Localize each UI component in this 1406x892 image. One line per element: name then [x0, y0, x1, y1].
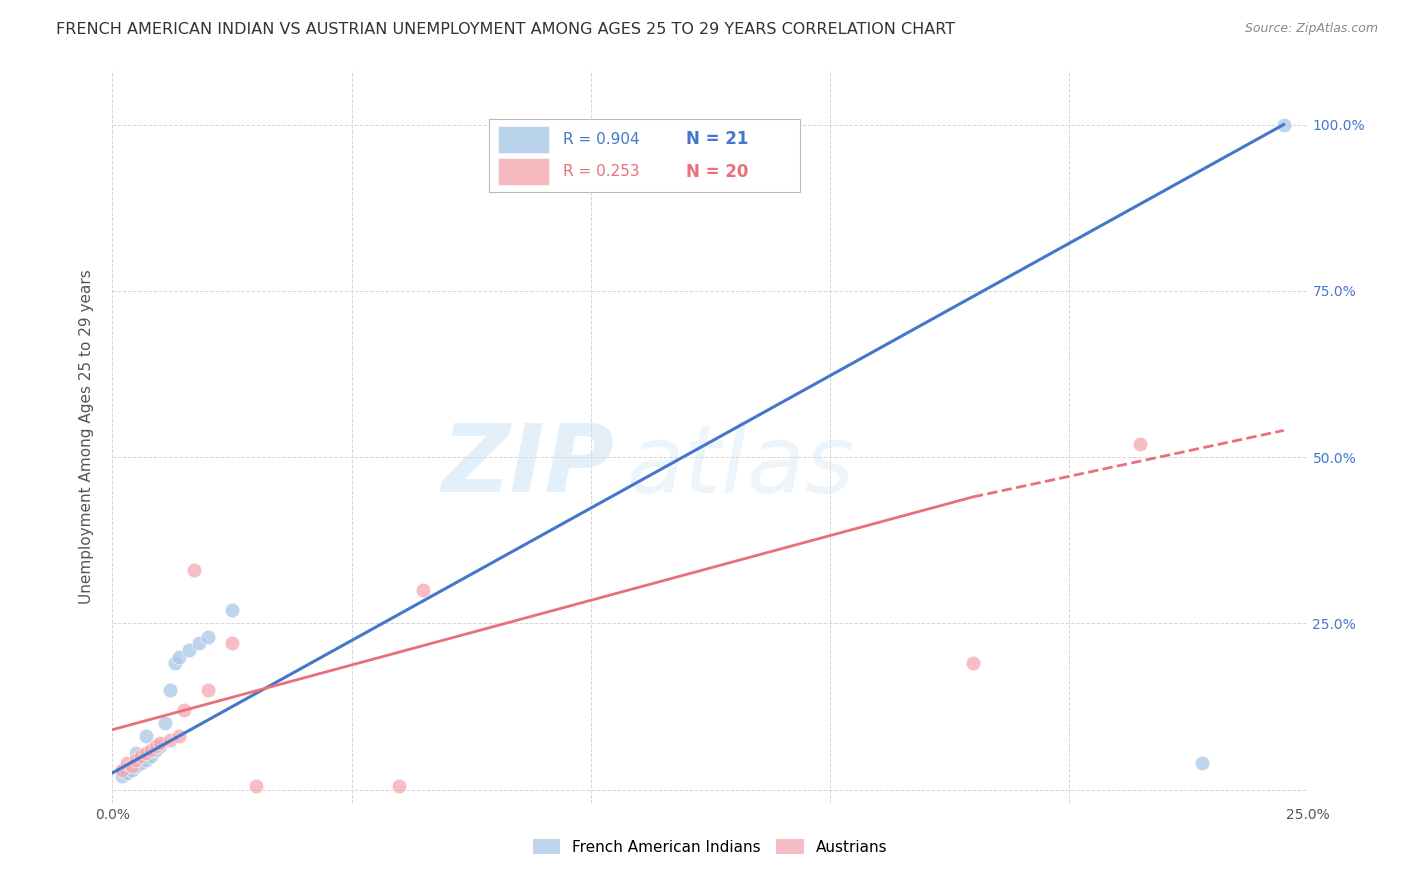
- Legend: French American Indians, Austrians: French American Indians, Austrians: [526, 833, 894, 861]
- Point: [183, 563, 205, 577]
- Point: [121, 759, 143, 773]
- Text: R = 0.904: R = 0.904: [562, 132, 640, 147]
- Text: N = 21: N = 21: [686, 130, 748, 148]
- Point: [962, 656, 984, 670]
- Point: [145, 742, 167, 756]
- Point: [159, 732, 181, 747]
- Point: [125, 746, 148, 760]
- Point: [173, 703, 195, 717]
- Point: [221, 603, 243, 617]
- Point: [125, 753, 148, 767]
- Point: [221, 636, 243, 650]
- Point: [135, 746, 157, 760]
- Bar: [499, 126, 548, 153]
- Point: [163, 656, 186, 670]
- Point: [169, 649, 191, 664]
- Point: [145, 739, 167, 754]
- Point: [1129, 436, 1152, 450]
- Point: [111, 769, 134, 783]
- Point: [111, 763, 134, 777]
- Point: [135, 729, 157, 743]
- Point: [177, 643, 200, 657]
- Text: ZIP: ZIP: [441, 420, 614, 512]
- Point: [197, 682, 219, 697]
- Point: [121, 763, 143, 777]
- Point: [159, 682, 181, 697]
- Text: atlas: atlas: [627, 421, 855, 512]
- Bar: [499, 159, 548, 185]
- Point: [149, 739, 172, 754]
- Point: [1191, 756, 1213, 770]
- FancyBboxPatch shape: [489, 119, 800, 192]
- Point: [388, 779, 411, 793]
- Point: [153, 716, 176, 731]
- Point: [139, 749, 162, 764]
- Point: [169, 729, 191, 743]
- Point: [149, 736, 172, 750]
- Point: [245, 779, 267, 793]
- Point: [129, 749, 152, 764]
- Point: [139, 742, 162, 756]
- Point: [115, 756, 138, 770]
- Text: R = 0.253: R = 0.253: [562, 164, 640, 179]
- Point: [135, 753, 157, 767]
- Point: [1272, 118, 1295, 132]
- Text: N = 20: N = 20: [686, 162, 748, 180]
- Y-axis label: Unemployment Among Ages 25 to 29 years: Unemployment Among Ages 25 to 29 years: [79, 269, 94, 605]
- Point: [125, 759, 148, 773]
- Point: [197, 630, 219, 644]
- Point: [115, 765, 138, 780]
- Point: [187, 636, 209, 650]
- Text: FRENCH AMERICAN INDIAN VS AUSTRIAN UNEMPLOYMENT AMONG AGES 25 TO 29 YEARS CORREL: FRENCH AMERICAN INDIAN VS AUSTRIAN UNEMP…: [56, 22, 955, 37]
- Text: Source: ZipAtlas.com: Source: ZipAtlas.com: [1244, 22, 1378, 36]
- Point: [129, 756, 152, 770]
- Point: [412, 582, 434, 597]
